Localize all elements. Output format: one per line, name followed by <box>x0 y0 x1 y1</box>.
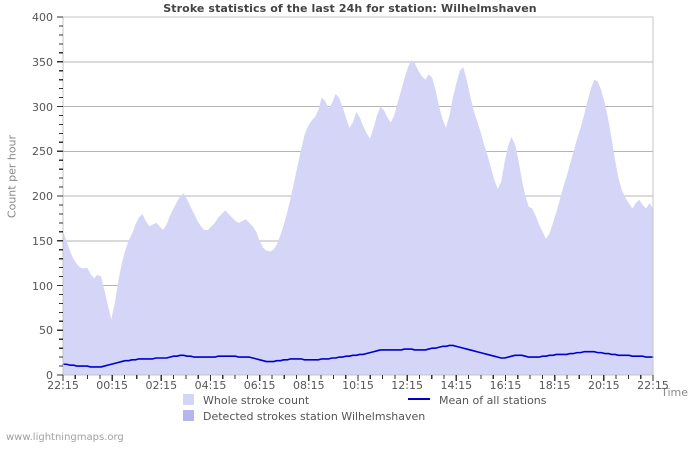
y-tick-label: 350 <box>32 55 53 69</box>
x-tick-label: 04:15 <box>194 379 227 392</box>
x-tick-label: 10:15 <box>342 379 374 392</box>
x-tick-label: 02:15 <box>145 379 178 392</box>
x-tick-label: 00:15 <box>96 379 128 392</box>
x-tick-label: 18:15 <box>538 379 571 392</box>
y-tick-label: 250 <box>32 145 53 159</box>
y-tick-label: 150 <box>32 234 53 248</box>
legend-swatch-whole-stroke-count <box>183 394 194 405</box>
legend-label-mean-of-all-stations: Mean of all stations <box>439 394 547 407</box>
footer-url: www.lightningmaps.org <box>6 432 124 443</box>
legend-swatch-detected-strokes <box>183 410 194 421</box>
y-tick-label: 300 <box>32 100 53 114</box>
legend-label-detected-strokes: Detected strokes station Wilhelmshaven <box>203 410 426 423</box>
x-tick-label: 12:15 <box>391 379 423 392</box>
y-tick-label: 200 <box>32 190 53 203</box>
x-tick-label: 08:15 <box>292 379 325 392</box>
y-tick-label: 100 <box>32 279 53 293</box>
x-tick-label: 16:15 <box>489 379 522 392</box>
legend-item-detected-strokes: Detected strokes station Wilhelmshaven <box>183 410 425 423</box>
x-tick-label: 14:15 <box>440 379 473 392</box>
legend-item-whole-stroke-count: Whole stroke count <box>183 394 309 407</box>
y-axis-label: Count per hour <box>5 134 19 219</box>
x-tick-label: 20:15 <box>587 379 620 392</box>
chart-title: Stroke statistics of the last 24h for st… <box>163 2 537 15</box>
legend-line-mean-of-all-stations <box>408 398 430 400</box>
x-tick-label: 22:15 <box>47 379 79 392</box>
chart-legend: Whole stroke count Detected strokes stat… <box>0 392 700 426</box>
y-tick-label: 50 <box>39 324 53 338</box>
y-tick-label: 0 <box>46 369 53 382</box>
y-tick-label: 400 <box>32 11 53 24</box>
x-tick-label: 06:15 <box>243 379 276 392</box>
x-tick-label: 22:15 <box>637 379 669 392</box>
x-axis-label: Time <box>661 386 688 399</box>
legend-label-whole-stroke-count: Whole stroke count <box>203 394 310 407</box>
legend-item-mean-of-all-stations: Mean of all stations <box>408 394 547 407</box>
